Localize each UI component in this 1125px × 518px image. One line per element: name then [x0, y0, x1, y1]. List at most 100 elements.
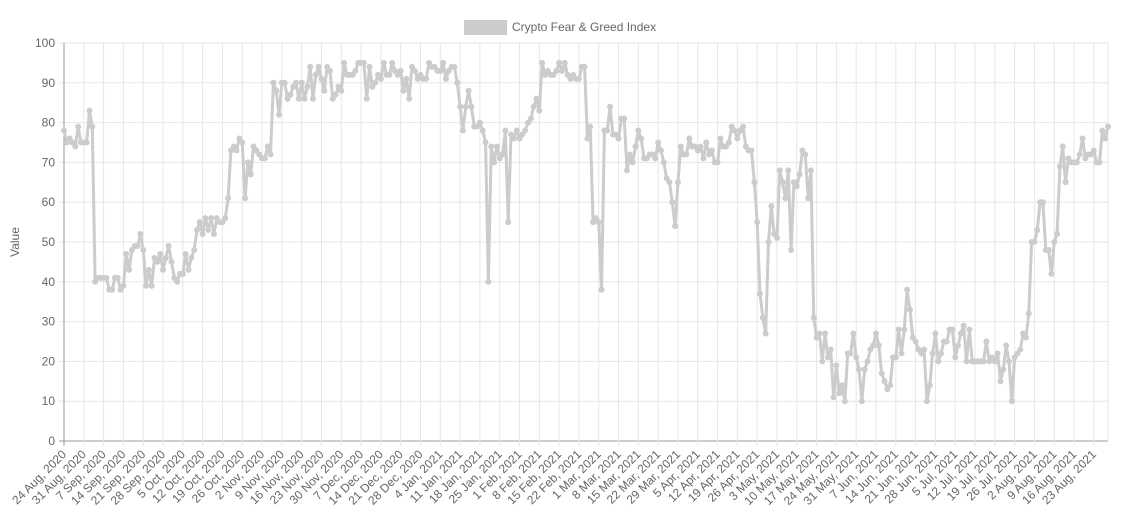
data-point[interactable]: [83, 139, 90, 146]
data-point[interactable]: [482, 139, 489, 146]
data-point[interactable]: [140, 246, 147, 253]
data-point[interactable]: [793, 183, 800, 190]
data-point[interactable]: [657, 147, 664, 154]
data-point[interactable]: [779, 179, 786, 186]
data-point[interactable]: [626, 151, 633, 158]
data-point[interactable]: [114, 274, 121, 281]
data-point[interactable]: [810, 314, 817, 321]
data-point[interactable]: [788, 246, 795, 253]
data-point[interactable]: [1059, 143, 1066, 150]
data-point[interactable]: [352, 67, 359, 74]
data-point[interactable]: [674, 179, 681, 186]
data-point[interactable]: [833, 362, 840, 369]
data-point[interactable]: [561, 59, 568, 66]
data-point[interactable]: [162, 254, 169, 261]
data-point[interactable]: [892, 354, 899, 361]
data-point[interactable]: [1003, 342, 1010, 349]
data-point[interactable]: [604, 127, 611, 134]
data-point[interactable]: [315, 63, 322, 70]
data-point[interactable]: [895, 326, 902, 333]
data-point[interactable]: [244, 159, 251, 166]
data-point[interactable]: [182, 250, 189, 257]
data-point[interactable]: [318, 75, 325, 82]
data-point[interactable]: [672, 223, 679, 230]
data-point[interactable]: [635, 127, 642, 134]
data-point[interactable]: [624, 167, 631, 174]
data-point[interactable]: [887, 382, 894, 389]
data-point[interactable]: [904, 286, 911, 293]
data-point[interactable]: [807, 167, 814, 174]
data-point[interactable]: [963, 358, 970, 365]
data-point[interactable]: [906, 306, 913, 313]
data-point[interactable]: [740, 123, 747, 130]
data-point[interactable]: [929, 350, 936, 357]
data-point[interactable]: [188, 254, 195, 261]
data-point[interactable]: [1056, 163, 1063, 170]
data-point[interactable]: [454, 79, 461, 86]
data-point[interactable]: [440, 59, 447, 66]
data-point[interactable]: [1054, 231, 1061, 238]
data-point[interactable]: [510, 135, 517, 142]
data-point[interactable]: [932, 330, 939, 337]
data-point[interactable]: [700, 155, 707, 162]
data-point[interactable]: [148, 282, 155, 289]
data-point[interactable]: [126, 266, 133, 273]
data-point[interactable]: [210, 231, 217, 238]
data-point[interactable]: [86, 107, 93, 114]
data-point[interactable]: [759, 314, 766, 321]
data-point[interactable]: [389, 59, 396, 66]
data-point[interactable]: [757, 290, 763, 297]
data-point[interactable]: [1022, 334, 1029, 341]
data-point[interactable]: [1048, 270, 1055, 277]
data-point[interactable]: [805, 195, 812, 202]
data-point[interactable]: [638, 135, 645, 142]
data-point[interactable]: [796, 171, 803, 178]
data-point[interactable]: [581, 63, 588, 70]
data-point[interactable]: [1034, 227, 1041, 234]
data-point[interactable]: [522, 127, 529, 134]
data-point[interactable]: [1031, 239, 1038, 245]
data-point[interactable]: [372, 79, 379, 86]
data-point[interactable]: [870, 342, 877, 349]
data-point[interactable]: [137, 231, 144, 238]
data-point[interactable]: [225, 195, 232, 202]
data-point[interactable]: [773, 235, 780, 242]
data-point[interactable]: [406, 95, 413, 102]
data-point[interactable]: [533, 95, 540, 102]
data-point[interactable]: [1090, 147, 1097, 154]
data-point[interactable]: [442, 75, 449, 82]
data-point[interactable]: [468, 103, 475, 110]
data-point[interactable]: [1073, 159, 1080, 166]
data-point[interactable]: [1000, 366, 1007, 373]
data-point[interactable]: [332, 91, 339, 98]
data-point[interactable]: [873, 330, 879, 337]
data-point[interactable]: [923, 398, 930, 405]
data-point[interactable]: [293, 79, 299, 86]
data-point[interactable]: [754, 219, 761, 226]
data-point[interactable]: [72, 143, 79, 150]
data-point[interactable]: [632, 143, 639, 150]
data-point[interactable]: [485, 278, 492, 285]
data-point[interactable]: [997, 378, 1004, 385]
data-point[interactable]: [966, 326, 973, 333]
data-point[interactable]: [952, 354, 959, 361]
data-point[interactable]: [991, 358, 998, 365]
data-point[interactable]: [943, 338, 950, 345]
data-point[interactable]: [1051, 239, 1058, 245]
data-point[interactable]: [462, 103, 469, 110]
data-point[interactable]: [652, 155, 659, 162]
data-point[interactable]: [239, 139, 246, 146]
data-point[interactable]: [714, 159, 721, 166]
data-point[interactable]: [734, 135, 741, 142]
data-point[interactable]: [321, 87, 328, 94]
data-point[interactable]: [629, 159, 636, 166]
data-point[interactable]: [938, 350, 945, 357]
data-point[interactable]: [363, 95, 370, 102]
data-point[interactable]: [89, 123, 96, 130]
data-point[interactable]: [607, 103, 614, 110]
data-point[interactable]: [827, 346, 834, 353]
data-point[interactable]: [174, 278, 181, 285]
data-point[interactable]: [839, 382, 846, 389]
data-point[interactable]: [505, 219, 512, 226]
data-point[interactable]: [615, 135, 622, 142]
